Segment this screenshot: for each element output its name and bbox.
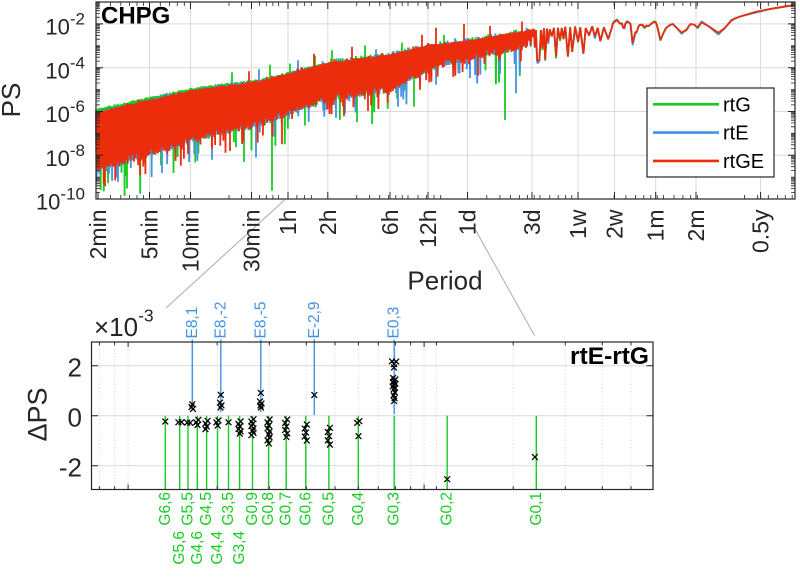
svg-text:2h: 2h <box>315 210 341 236</box>
svg-text:G0,7: G0,7 <box>278 492 295 526</box>
svg-text:1w: 1w <box>565 209 591 239</box>
svg-text:0.5y: 0.5y <box>748 209 774 253</box>
svg-text:G3,5: G3,5 <box>220 492 237 526</box>
svg-text:E0,3: E0,3 <box>386 307 403 339</box>
svg-text:ΔPS: ΔPS <box>23 387 53 441</box>
svg-text:×10-3: ×10-3 <box>94 306 154 343</box>
svg-text:10-4: 10-4 <box>45 53 85 83</box>
svg-text:G5,5: G5,5 <box>180 492 197 526</box>
svg-text:rtE-rtG: rtE-rtG <box>570 343 649 370</box>
svg-text:E8,1: E8,1 <box>184 307 201 339</box>
svg-text:G5,6: G5,6 <box>171 531 188 565</box>
svg-text:10min: 10min <box>178 210 204 273</box>
svg-text:1m: 1m <box>643 210 669 242</box>
svg-text:10-6: 10-6 <box>45 97 85 127</box>
svg-text:0: 0 <box>68 403 82 433</box>
svg-text:G0,2: G0,2 <box>439 492 456 526</box>
svg-text:3d: 3d <box>519 210 545 236</box>
svg-text:1h: 1h <box>275 210 301 236</box>
svg-text:G6,6: G6,6 <box>157 492 174 526</box>
svg-text:2min: 2min <box>85 210 111 260</box>
svg-text:G4,5: G4,5 <box>198 492 215 526</box>
svg-text:Period: Period <box>407 266 482 296</box>
svg-text:10-10: 10-10 <box>36 185 85 215</box>
svg-text:G0,8: G0,8 <box>260 492 277 526</box>
svg-text:10-2: 10-2 <box>45 10 85 40</box>
svg-text:G0,1: G0,1 <box>528 492 545 526</box>
svg-text:rtE: rtE <box>723 123 749 145</box>
svg-text:CHPG: CHPG <box>101 3 170 30</box>
svg-text:2m: 2m <box>683 210 709 242</box>
svg-text:6h: 6h <box>377 210 403 236</box>
svg-text:G0,9: G0,9 <box>244 492 261 526</box>
svg-text:E8,-2: E8,-2 <box>212 301 229 338</box>
svg-text:10-8: 10-8 <box>45 141 85 171</box>
svg-text:PS: PS <box>0 83 26 118</box>
svg-text:G4,6: G4,6 <box>189 531 206 565</box>
svg-text:G3,4: G3,4 <box>231 531 248 565</box>
svg-text:G0,3: G0,3 <box>386 492 403 526</box>
svg-text:2w: 2w <box>602 209 628 239</box>
svg-text:G4,4: G4,4 <box>209 531 226 565</box>
svg-text:rtGE: rtGE <box>723 151 764 173</box>
svg-text:E-2,9: E-2,9 <box>306 301 323 338</box>
svg-text:5min: 5min <box>137 210 163 260</box>
svg-text:G0,6: G0,6 <box>297 492 314 526</box>
svg-text:G0,4: G0,4 <box>350 492 367 526</box>
svg-text:rtG: rtG <box>723 94 751 116</box>
svg-text:30min: 30min <box>239 210 265 273</box>
svg-text:E8,-5: E8,-5 <box>252 301 269 338</box>
svg-text:-2: -2 <box>59 453 82 483</box>
svg-text:G0,5: G0,5 <box>320 492 337 526</box>
svg-text:12h: 12h <box>415 210 441 248</box>
svg-text:1d: 1d <box>455 210 481 236</box>
svg-text:2: 2 <box>68 353 82 383</box>
